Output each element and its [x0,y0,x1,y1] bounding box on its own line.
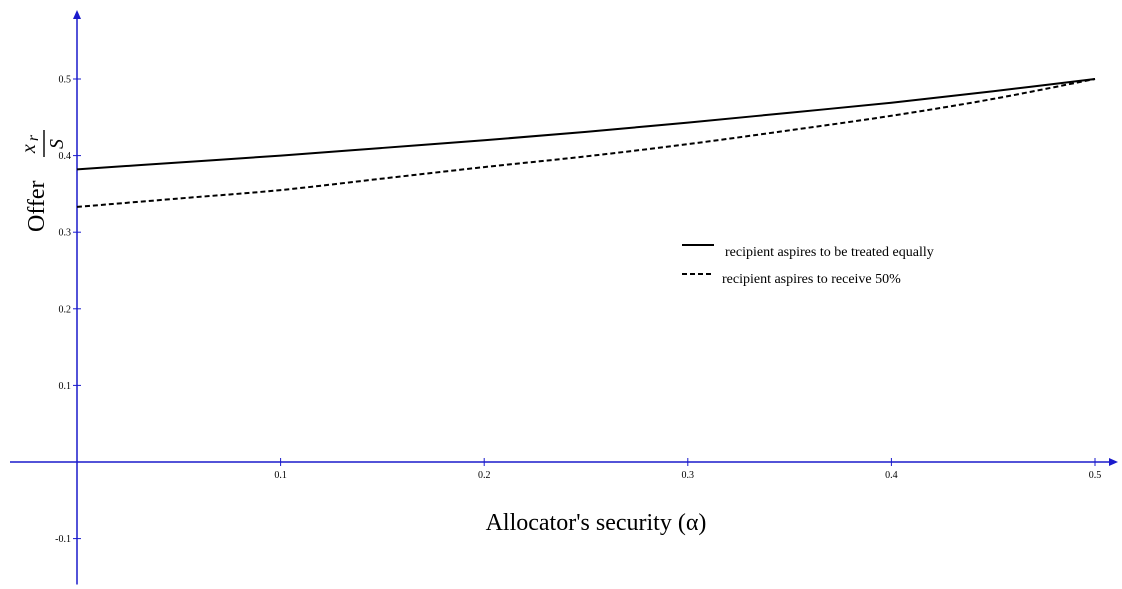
x-axis-arrow [1109,458,1118,466]
legend-label-solid: recipient aspires to be treated equally [725,245,934,260]
axes [10,10,1118,585]
x-tick-label: 0.3 [682,470,695,481]
x-tick-label: 0.2 [478,470,491,481]
legend-label-dashed: recipient aspires to receive 50% [722,272,901,287]
y-axis-title-word: Offer [24,180,50,232]
legend: recipient aspires to be treated equally … [682,244,934,287]
y-tick-label: 0.5 [59,75,72,86]
y-tick-label: 0.4 [59,151,72,162]
x-tick-label: 0.4 [885,470,898,481]
series-layer [76,78,1096,208]
y-axis-title-numerator-var: x [18,144,40,154]
y-tick-label: 0.2 [59,304,72,315]
y-tick-label: 0.3 [59,228,72,239]
y-tick-label: -0.1 [55,534,71,545]
y-axis-title: Offer xr S [18,130,68,232]
y-axis-title-numerator: xr [18,134,42,154]
series-line-dashed [76,78,1096,208]
series-line-solid [76,78,1096,171]
y-axis-title-numerator-sub: r [25,134,42,141]
y-ticks: -0.1 0.1 0.2 0.3 0.4 0.5 [55,75,81,545]
x-tick-label: 0.5 [1089,470,1102,481]
y-axis-arrow [73,10,81,20]
x-ticks: 0.1 0.2 0.3 0.4 0.5 [274,458,1101,481]
x-tick-label: 0.1 [274,470,287,481]
x-axis-title: Allocator's security (α) [486,510,707,536]
y-axis-title-denominator: S [46,139,68,149]
y-tick-label: 0.1 [59,381,72,392]
